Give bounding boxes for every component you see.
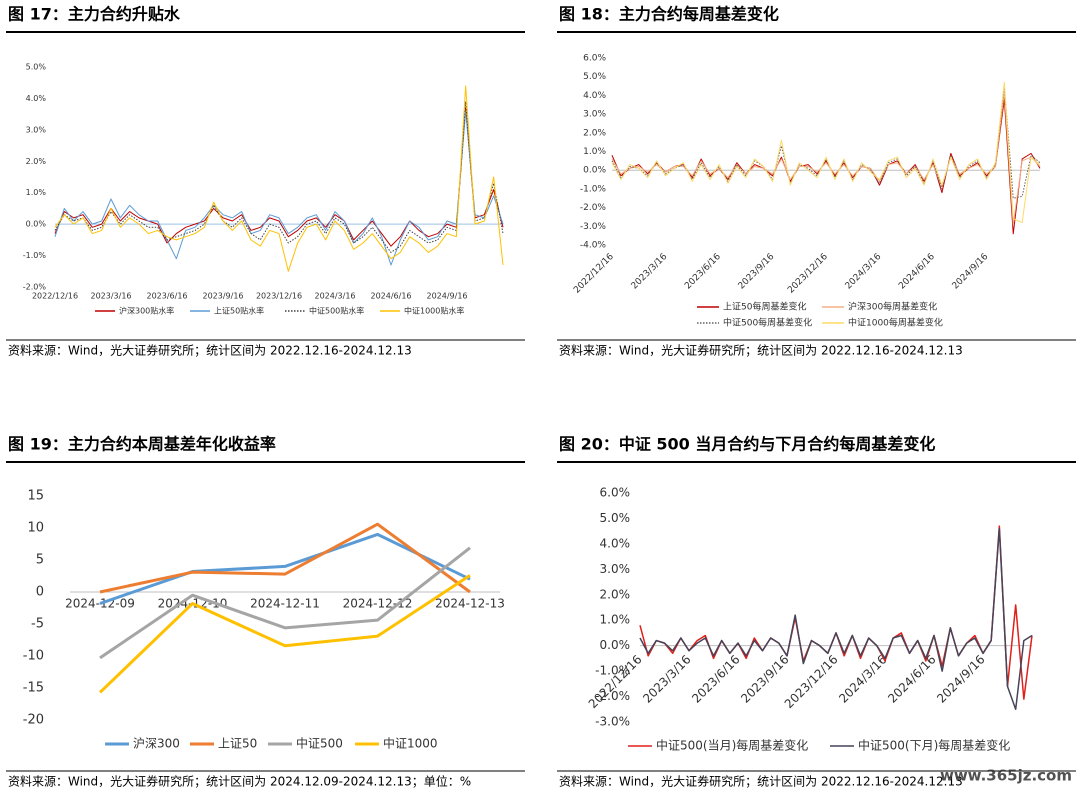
legend-label: 上证50贴水率 bbox=[214, 306, 264, 316]
series-line bbox=[611, 85, 1041, 199]
y-tick-label: 3.0% bbox=[26, 125, 47, 134]
series-line bbox=[54, 101, 504, 253]
y-tick-label: -1.0% bbox=[580, 184, 607, 194]
x-tick-label: 2023/3/16 bbox=[90, 292, 131, 301]
y-tick-label: -2.0% bbox=[23, 283, 47, 292]
chart-title: 图 17：主力合约升贴水 bbox=[8, 5, 181, 24]
x-tick-label: 2022/12/16 bbox=[572, 252, 616, 296]
y-tick-label: -2.0% bbox=[580, 203, 607, 213]
legend-label: 中证500(下月)每周基差变化 bbox=[858, 738, 1010, 753]
x-tick-label: 2024/3/16 bbox=[314, 292, 355, 301]
x-tick-label: 2024-12-11 bbox=[250, 597, 320, 611]
x-tick-label: 2023/6/16 bbox=[683, 252, 723, 292]
chart-title: 图 20：中证 500 当月合约与下月合约每周基差变化 bbox=[559, 435, 935, 454]
legend-label: 中证500 bbox=[296, 736, 343, 751]
x-tick-label: 2023/12/16 bbox=[256, 292, 302, 301]
legend-label: 中证500贴水率 bbox=[309, 306, 364, 316]
y-tick-label: 1.0% bbox=[600, 613, 631, 627]
series-line bbox=[98, 574, 471, 694]
chart-title: 图 19：主力合约本周基差年化收益率 bbox=[8, 435, 276, 454]
x-tick-label: 2023/12/16 bbox=[782, 652, 841, 711]
legend-label: 沪深300每周基差变化 bbox=[848, 301, 937, 313]
legend-label: 沪深300贴水率 bbox=[119, 306, 174, 316]
y-tick-label: 3.0% bbox=[600, 562, 631, 576]
legend-label: 上证50 bbox=[218, 737, 257, 751]
source-note: 资料来源：Wind，光大证券研究所；统计区间为 2024.12.09-2024.… bbox=[8, 774, 471, 789]
chart-title: 图 18：主力合约每周基差变化 bbox=[559, 5, 779, 24]
x-tick-label: 2023/6/16 bbox=[146, 292, 187, 301]
series-line bbox=[99, 522, 471, 594]
watermark: www.365jz.com bbox=[940, 767, 1072, 785]
y-tick-label: 1.0% bbox=[583, 147, 606, 157]
legend-label: 沪深300 bbox=[133, 737, 180, 751]
y-tick-label: 2.0% bbox=[583, 128, 606, 138]
y-tick-label: 0.0% bbox=[26, 220, 47, 229]
y-tick-label: -1.0% bbox=[595, 664, 630, 678]
x-tick-label: 2024-12-12 bbox=[343, 597, 413, 611]
y-tick-label: 4.0% bbox=[583, 91, 606, 101]
y-tick-label: 1.0% bbox=[26, 188, 47, 197]
y-tick-label: -20 bbox=[23, 713, 44, 728]
x-tick-label: 2024/9/16 bbox=[951, 252, 991, 292]
x-tick-label: 2023/9/16 bbox=[738, 652, 791, 705]
source-note: 资料来源：Wind，光大证券研究所；统计区间为 2022.12.16-2024.… bbox=[559, 343, 963, 358]
x-tick-label: 2024/3/16 bbox=[844, 252, 884, 292]
x-tick-label: 2023/3/16 bbox=[630, 252, 670, 292]
y-tick-label: -15 bbox=[23, 681, 44, 696]
series-line bbox=[54, 110, 504, 266]
y-tick-label: -3.0% bbox=[595, 715, 630, 729]
y-tick-label: -5 bbox=[31, 617, 44, 632]
legend-label: 中证500每周基差变化 bbox=[723, 317, 812, 329]
source-note: 资料来源：Wind，光大证券研究所；统计区间为 2022.12.16-2024.… bbox=[559, 774, 963, 789]
y-tick-label: 6.0% bbox=[600, 486, 631, 500]
y-tick-label: 4.0% bbox=[600, 536, 631, 550]
y-tick-label: -1.0% bbox=[23, 251, 47, 260]
y-tick-label: 2.0% bbox=[600, 587, 631, 601]
y-tick-label: 15 bbox=[27, 489, 44, 504]
y-tick-label: 6.0% bbox=[583, 54, 606, 64]
y-tick-label: 2.0% bbox=[26, 157, 47, 166]
y-tick-label: 0.0% bbox=[583, 166, 606, 176]
y-tick-label: 5.0% bbox=[26, 63, 47, 72]
series-line bbox=[54, 107, 504, 247]
x-tick-label: 2024/6/16 bbox=[885, 652, 938, 705]
legend-label: 中证500(当月)每周基差变化 bbox=[656, 738, 808, 753]
series-line bbox=[99, 546, 471, 660]
x-tick-label: 2023/3/16 bbox=[640, 652, 693, 705]
x-tick-label: 2024/9/16 bbox=[934, 652, 987, 705]
x-tick-label: 2023/9/16 bbox=[202, 292, 243, 301]
legend-label: 中证1000每周基差变化 bbox=[848, 317, 943, 329]
x-tick-label: 2024-12-13 bbox=[435, 597, 505, 611]
y-tick-label: 5.0% bbox=[583, 72, 606, 82]
y-tick-label: 0.0% bbox=[600, 638, 631, 652]
series-line bbox=[611, 81, 1041, 224]
y-tick-label: 5 bbox=[36, 553, 44, 568]
x-tick-label: 2024/9/16 bbox=[426, 292, 467, 301]
legend-label: 上证50每周基差变化 bbox=[723, 301, 806, 313]
x-tick-label: 2023/9/16 bbox=[737, 252, 777, 292]
y-tick-label: -2.0% bbox=[595, 689, 630, 703]
y-tick-label: 5.0% bbox=[600, 511, 631, 525]
y-tick-label: 3.0% bbox=[583, 110, 606, 120]
y-tick-label: -3.0% bbox=[580, 222, 607, 232]
x-tick-label: 2024/6/16 bbox=[370, 292, 411, 301]
y-tick-label: -4.0% bbox=[580, 241, 607, 251]
legend-label: 中证1000贴水率 bbox=[404, 306, 464, 316]
x-tick-label: 2022/12/16 bbox=[32, 292, 78, 301]
series-line bbox=[54, 85, 504, 272]
y-tick-label: -10 bbox=[23, 649, 44, 664]
source-note: 资料来源：Wind，光大证券研究所；统计区间为 2022.12.16-2024.… bbox=[8, 343, 412, 358]
y-tick-label: 10 bbox=[27, 521, 44, 536]
series-line bbox=[611, 91, 1041, 225]
x-tick-label: 2024/3/16 bbox=[836, 652, 889, 705]
series-line bbox=[99, 532, 471, 605]
series-line bbox=[639, 527, 1033, 711]
x-tick-label: 2023/6/16 bbox=[689, 652, 742, 705]
x-tick-label: 2024/6/16 bbox=[897, 252, 937, 292]
x-tick-label: 2023/12/16 bbox=[786, 252, 830, 296]
y-tick-label: 0 bbox=[36, 585, 44, 600]
legend-label: 中证1000 bbox=[383, 736, 438, 751]
y-tick-label: 4.0% bbox=[26, 94, 47, 103]
